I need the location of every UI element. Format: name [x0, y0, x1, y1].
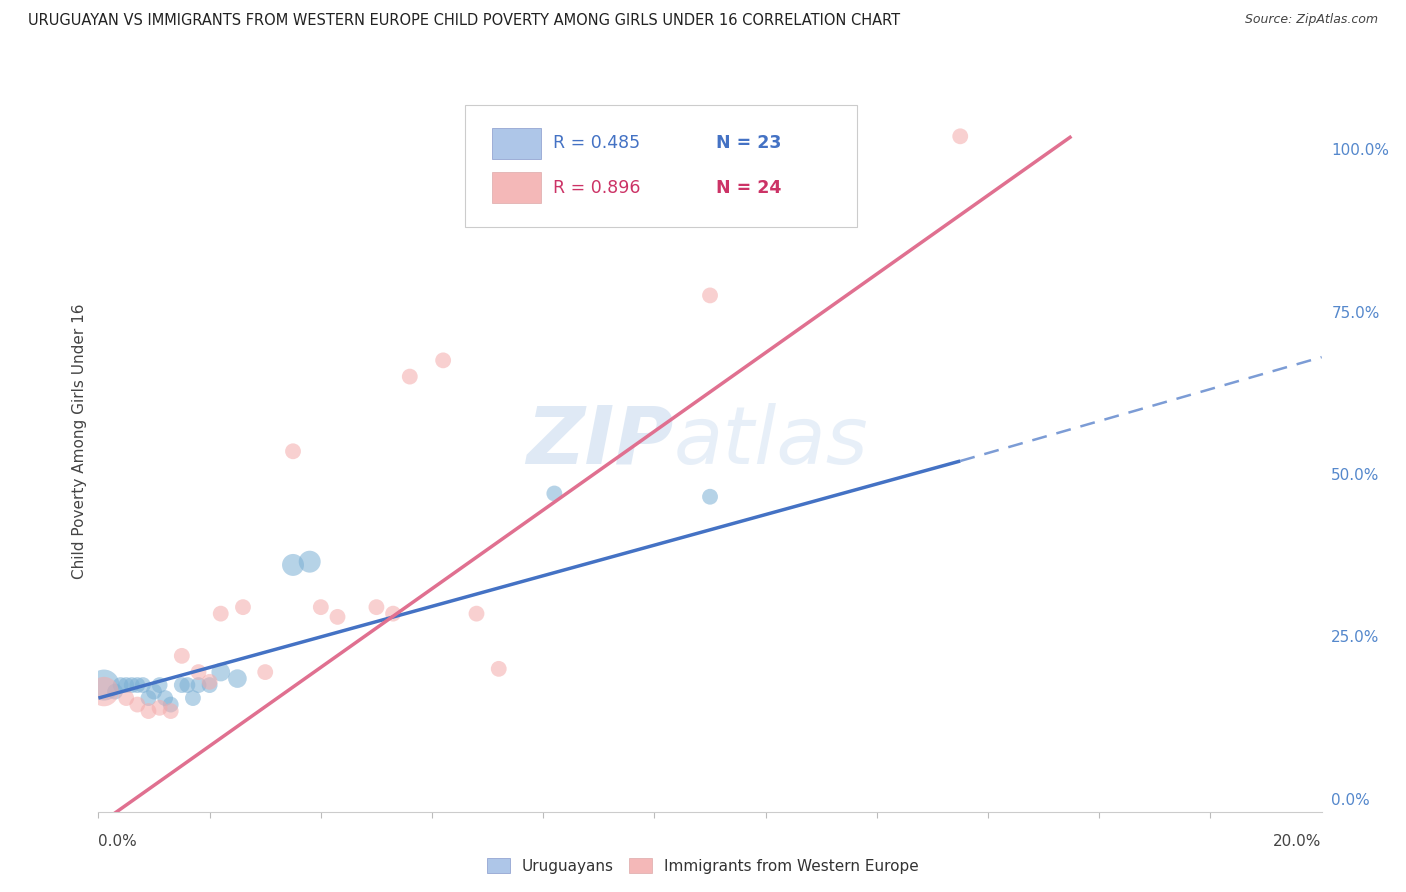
Point [198, 678, 221, 692]
Point [465, 607, 488, 621]
Point [209, 665, 232, 679]
FancyBboxPatch shape [492, 172, 541, 203]
Point [115, 678, 138, 692]
Point [187, 678, 209, 692]
Point [398, 369, 420, 384]
Point [432, 353, 454, 368]
Text: 0.0%: 0.0% [98, 834, 138, 849]
Point [382, 607, 405, 621]
Point [149, 678, 172, 692]
Point [93, 684, 115, 698]
Text: URUGUAYAN VS IMMIGRANTS FROM WESTERN EUROPE CHILD POVERTY AMONG GIRLS UNDER 16 C: URUGUAYAN VS IMMIGRANTS FROM WESTERN EUR… [28, 13, 900, 29]
Text: N = 24: N = 24 [716, 178, 782, 196]
Point [198, 674, 221, 689]
Text: 20.0%: 20.0% [1274, 834, 1322, 849]
Y-axis label: Child Poverty Among Girls Under 16: Child Poverty Among Girls Under 16 [72, 304, 87, 579]
Point [127, 678, 149, 692]
Point [309, 600, 332, 615]
Point [488, 662, 510, 676]
Text: R = 0.485: R = 0.485 [554, 134, 641, 153]
Point [132, 678, 155, 692]
Point [93, 678, 115, 692]
Point [209, 607, 232, 621]
Point [699, 288, 721, 302]
Point [121, 678, 143, 692]
Text: ZIP: ZIP [526, 402, 673, 481]
Point [143, 684, 166, 698]
Point [187, 665, 209, 679]
Point [127, 698, 149, 712]
Point [149, 701, 172, 715]
Point [153, 691, 176, 706]
Point [104, 684, 127, 698]
Text: Source: ZipAtlas.com: Source: ZipAtlas.com [1244, 13, 1378, 27]
Point [170, 678, 193, 692]
Point [181, 691, 204, 706]
Legend: Uruguayans, Immigrants from Western Europe: Uruguayans, Immigrants from Western Euro… [481, 852, 925, 880]
Point [699, 490, 721, 504]
Point [170, 648, 193, 663]
Point [949, 129, 972, 144]
Text: atlas: atlas [673, 402, 868, 481]
Point [254, 665, 277, 679]
Point [159, 698, 181, 712]
Point [110, 678, 132, 692]
Point [159, 704, 181, 718]
Point [281, 558, 304, 572]
Point [138, 691, 160, 706]
Point [281, 444, 304, 458]
Point [326, 610, 349, 624]
Point [176, 678, 198, 692]
Text: R = 0.896: R = 0.896 [554, 178, 641, 196]
Point [543, 486, 565, 500]
Text: N = 23: N = 23 [716, 134, 782, 153]
Point [366, 600, 388, 615]
FancyBboxPatch shape [465, 104, 856, 227]
Point [115, 691, 138, 706]
Point [810, 129, 832, 144]
Point [138, 704, 160, 718]
Point [232, 600, 254, 615]
Point [226, 672, 249, 686]
FancyBboxPatch shape [492, 128, 541, 159]
Point [298, 555, 321, 569]
